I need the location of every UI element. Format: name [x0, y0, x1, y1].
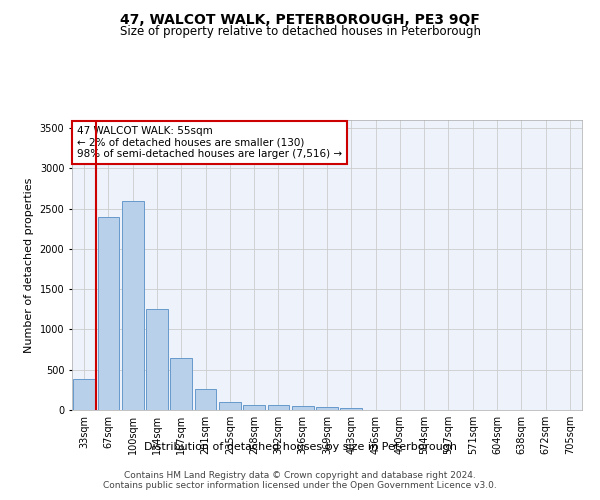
Text: Size of property relative to detached houses in Peterborough: Size of property relative to detached ho…: [119, 25, 481, 38]
Bar: [268, 405, 289, 410]
Bar: [122, 200, 143, 410]
Bar: [170, 358, 192, 410]
Bar: [194, 389, 217, 410]
Bar: [146, 310, 168, 410]
Text: 47, WALCOT WALK, PETERBOROUGH, PE3 9QF: 47, WALCOT WALK, PETERBOROUGH, PE3 9QF: [120, 12, 480, 26]
Text: 47 WALCOT WALK: 55sqm
← 2% of detached houses are smaller (130)
98% of semi-deta: 47 WALCOT WALK: 55sqm ← 2% of detached h…: [77, 126, 342, 159]
Bar: [292, 406, 314, 410]
Bar: [219, 402, 241, 410]
Y-axis label: Number of detached properties: Number of detached properties: [24, 178, 34, 352]
Bar: [243, 405, 265, 410]
Bar: [340, 408, 362, 410]
Text: Contains HM Land Registry data © Crown copyright and database right 2024.
Contai: Contains HM Land Registry data © Crown c…: [103, 470, 497, 490]
Bar: [97, 216, 119, 410]
Text: Distribution of detached houses by size in Peterborough: Distribution of detached houses by size …: [143, 442, 457, 452]
Bar: [316, 407, 338, 410]
Bar: [73, 378, 95, 410]
